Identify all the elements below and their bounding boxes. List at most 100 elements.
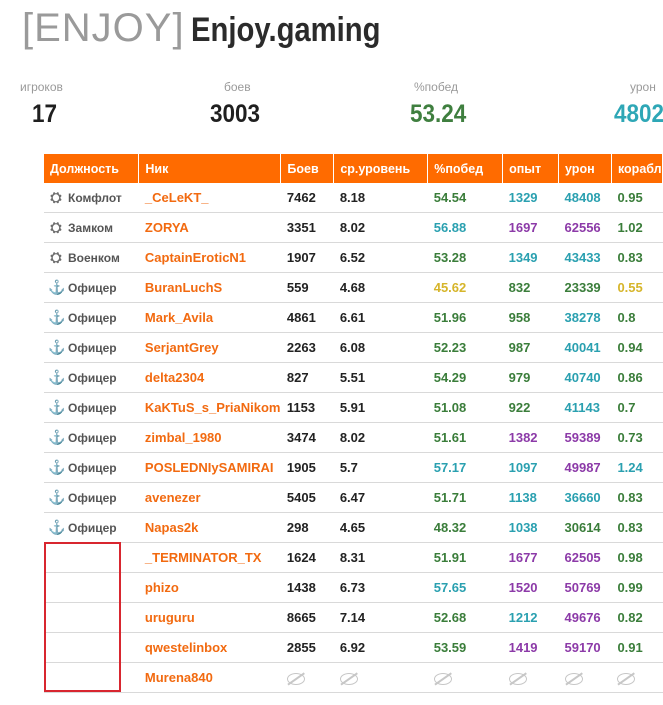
damage-cell: 41143 [558,392,612,423]
avg-level-cell: 6.08 [333,332,428,363]
battles-cell: 1624 [280,542,334,573]
anchor-icon: ⚓ [48,309,66,325]
player-nick-link[interactable]: _CeLeKT_ [138,183,281,213]
player-nick-link[interactable]: uruguru [138,602,281,633]
position-cell: ⚓ Офицер [44,422,139,453]
position-cell: ⚓ Офицер [44,332,139,363]
xp-cell: 1097 [502,452,559,483]
position-cell: ⚓ Офицер [44,452,139,483]
position-label: Офицер [68,521,117,535]
player-nick-link[interactable]: Mark_Avila [138,302,281,333]
hidden-stats-icon [286,672,305,685]
xp-cell: 987 [502,332,559,363]
anchor-icon: ⚓ [48,459,66,475]
members-table: Должность Ник Боев ср.уровень %побед опы… [44,154,663,693]
stat-value: 4802 [614,100,663,128]
anchor-icon: ⚓ [48,339,66,355]
xp-cell: 1138 [502,482,559,513]
player-nick-link[interactable]: _TERMINATOR_TX [138,542,281,573]
table-row: ⚓ Офицер delta2304 827 5.51 54.29 979 40740 0.86 [44,362,663,393]
position-label: Военком [68,251,120,265]
winrate-cell: 53.59 [427,632,503,663]
table-row: ⚓ Офицер zimbal_1980 3474 8.02 51.61 1382 59389… [44,422,663,453]
damage-cell: 40740 [558,362,612,393]
player-nick-link[interactable]: POSLEDNIySAMIRAI [138,452,281,483]
stat-winrate: %побед 53.24 [410,80,473,129]
xp-cell: 1382 [502,422,559,453]
avg-level-cell: 6.73 [333,572,428,603]
avg-level-cell: 6.52 [333,242,428,273]
battles-cell: 559 [280,272,334,303]
winrate-cell: 51.91 [427,542,503,573]
winrate-cell: 51.61 [427,422,503,453]
battles-cell: 1905 [280,452,334,483]
clan-tag: [ENJOY] [22,6,185,50]
player-nick-link[interactable]: qwestelinbox [138,632,281,663]
avg-level-cell: 4.65 [333,512,428,543]
ships-cell: 0.99 [611,572,663,603]
table-row: _TERMINATOR_TX 1624 8.31 51.91 1677 62505 0.98 [44,542,663,573]
position-cell: ⚓ Офицер [44,302,139,333]
xp-cell: 1038 [502,512,559,543]
player-nick-link[interactable]: Murena840 [138,662,281,693]
battles-cell: 5405 [280,482,334,513]
damage-cell: 30614 [558,512,612,543]
player-nick-link[interactable]: CaptainEroticN1 [138,242,281,273]
position-cell: ⚓ Офицер [44,392,139,423]
winrate-cell: 57.65 [427,572,503,603]
xp-cell: 1677 [502,542,559,573]
ships-cell: 0.83 [611,512,663,543]
battles-cell: 3474 [280,422,334,453]
position-cell [44,632,139,663]
anchor-icon: ⚓ [48,369,66,385]
winrate-cell: 56.88 [427,212,503,243]
player-nick-link[interactable]: Napas2k [138,512,281,543]
player-nick-link[interactable]: KaKTuS_s_PriaNikom [138,392,281,423]
stat-label: боев [224,80,251,94]
col-nick[interactable]: Ник [138,154,282,183]
player-nick-link[interactable]: SerjantGrey [138,332,281,363]
anchor-icon: ⚓ [48,519,66,535]
battles-cell: 8665 [280,602,334,633]
winrate-cell: 51.96 [427,302,503,333]
player-nick-link[interactable]: delta2304 [138,362,281,393]
table-row: ⚓ Офицер SerjantGrey 2263 6.08 52.23 987 40041 0… [44,332,663,363]
col-xp[interactable]: опыт [502,154,560,183]
player-nick-link[interactable]: zimbal_1980 [138,422,281,453]
position-cell: ⛭ Замком [44,212,139,243]
position-label: Офицер [68,341,117,355]
position-label: Офицер [68,461,117,475]
ships-cell: 0.82 [611,602,663,633]
ships-cell: 0.8 [611,302,663,333]
anchor-icon: ⚓ [48,489,66,505]
damage-cell: 38278 [558,302,612,333]
avg-level-cell: 5.51 [333,362,428,393]
battles-cell: 2855 [280,632,334,663]
battles-cell: 2263 [280,332,334,363]
player-nick-link[interactable]: avenezer [138,482,281,513]
table-row: ⛭ Военком CaptainEroticN1 1907 6.52 53.28 1349… [44,242,663,273]
winrate-cell: 52.68 [427,602,503,633]
ships-cell: 0.94 [611,332,663,363]
player-nick-link[interactable]: phizo [138,572,281,603]
ships-cell: 1.24 [611,452,663,483]
position-label: Офицер [68,371,117,385]
position-cell: ⚓ Офицер [44,482,139,513]
highlight-box [44,542,121,692]
damage-cell: 43433 [558,242,612,273]
winrate-cell: 54.54 [427,183,503,213]
stat-players: игроков 17 [20,80,63,129]
col-avg-level[interactable]: ср.уровень [333,154,429,183]
avg-level-cell: 8.02 [333,212,428,243]
col-position[interactable]: Должность [44,154,140,183]
col-battles[interactable]: Боев [280,154,335,183]
deputy-icon: ⛭ [50,219,62,235]
ships-cell: 0.95 [611,183,663,213]
members-body: ⛭ Комфлот _CeLeKT_ 7462 8.18 54.54 1329 48408 0.… [44,183,663,693]
player-nick-link[interactable]: ZORYA [138,212,281,243]
stat-label: урон [630,80,656,94]
col-damage[interactable]: урон [558,154,612,183]
player-nick-link[interactable]: BuranLuchS [138,272,281,303]
col-winrate[interactable]: %побед [427,154,504,183]
col-ships[interactable]: корабл [611,154,663,183]
